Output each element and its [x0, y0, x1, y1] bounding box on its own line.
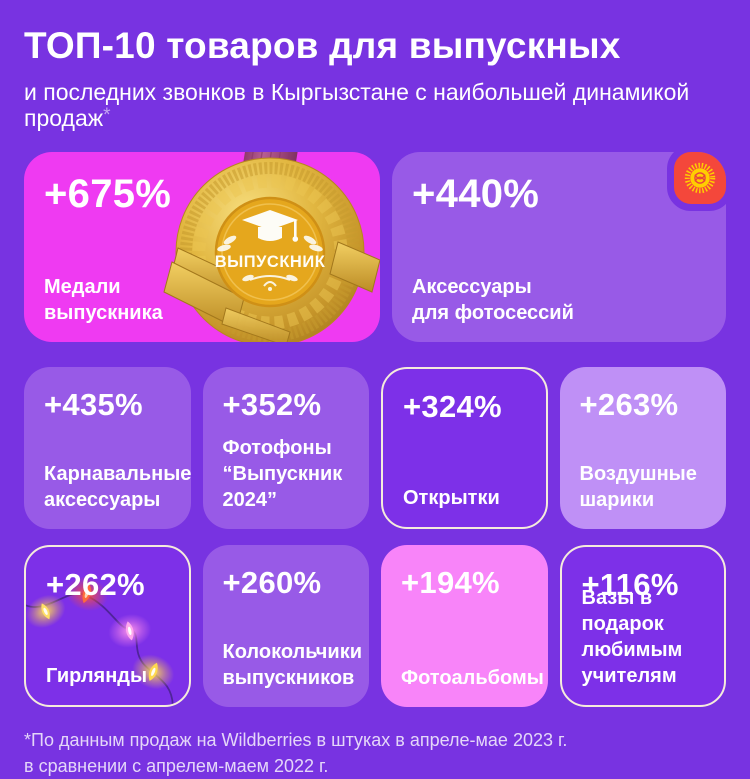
percent-value: +116%: [581, 566, 679, 602]
card-carnival-accessories: +435% Карнавальные аксессуары: [24, 366, 191, 529]
graduation-medal-image: ВЫПУСКНИК: [138, 151, 380, 342]
card-label: Воздушные шарики: [579, 462, 697, 511]
card-photo-albums: +194% Фотоальбомы: [381, 544, 548, 707]
percent-value: +194%: [401, 564, 500, 600]
footnote: *По данным продаж на Wildberries в штука…: [24, 729, 568, 776]
percent-value: +324%: [403, 388, 502, 424]
percent-value: +435%: [44, 386, 143, 422]
cards-row-3: +262%: [24, 544, 726, 707]
card-photo-backdrops: +352% Фотофоны “Выпускник 2024”: [202, 366, 369, 529]
card-postcards: +324% Открытки: [381, 366, 548, 529]
percent-value: +260%: [222, 564, 322, 600]
infographic-page: ТОП-10 товаров для выпускных и последних…: [24, 25, 726, 776]
card-label: Вазы в подарок любимым учителям: [581, 586, 683, 687]
card-label: Гирлянды: [46, 664, 148, 687]
cards-row-2: +435% Карнавальные аксессуары +352% Фото…: [24, 366, 726, 529]
card-label: Карнавальные аксессуары: [44, 462, 191, 511]
card-graduate-medals: +675%: [24, 151, 380, 342]
percent-value: +352%: [222, 386, 322, 422]
garland-lights-image: [25, 547, 189, 705]
card-label: Фотоальбомы: [401, 666, 544, 689]
kyrgyzstan-flag-icon: [684, 162, 716, 193]
footnote-mark: *: [103, 105, 111, 127]
card-teacher-vases: +116% Вазы в подарок любимым учителям: [559, 544, 726, 707]
subtitle-text: и последних звонков в Кыргызстане с наиб…: [24, 78, 690, 132]
percent-value: +675%: [44, 171, 172, 216]
card-graduate-bells: +260% Колокольчики выпускников: [202, 544, 369, 707]
percent-value: +262%: [46, 566, 145, 602]
page-subtitle: и последних звонков в Кыргызстане с наиб…: [24, 79, 726, 132]
percent-value: +263%: [579, 386, 679, 422]
card-label: Аксессуары для фотосессий: [412, 275, 574, 324]
cards-row-1: +675%: [24, 151, 726, 342]
kyrgyzstan-flag-badge: [667, 151, 726, 211]
medal-text: ВЫПУСКНИК: [215, 253, 326, 271]
percent-value: +440%: [412, 171, 540, 216]
card-garlands: +262%: [24, 544, 191, 707]
card-label: Медали выпускника: [44, 275, 163, 324]
card-balloons: +263% Воздушные шарики: [559, 366, 726, 529]
card-label: Открытки: [403, 486, 500, 509]
card-label: Колокольчики выпускников: [222, 640, 363, 689]
card-photo-accessories: +440% Аксессуары для фотосессий: [392, 151, 726, 342]
card-label: Фотофоны “Выпускник 2024”: [222, 436, 343, 511]
page-title: ТОП-10 товаров для выпускных: [24, 25, 621, 66]
